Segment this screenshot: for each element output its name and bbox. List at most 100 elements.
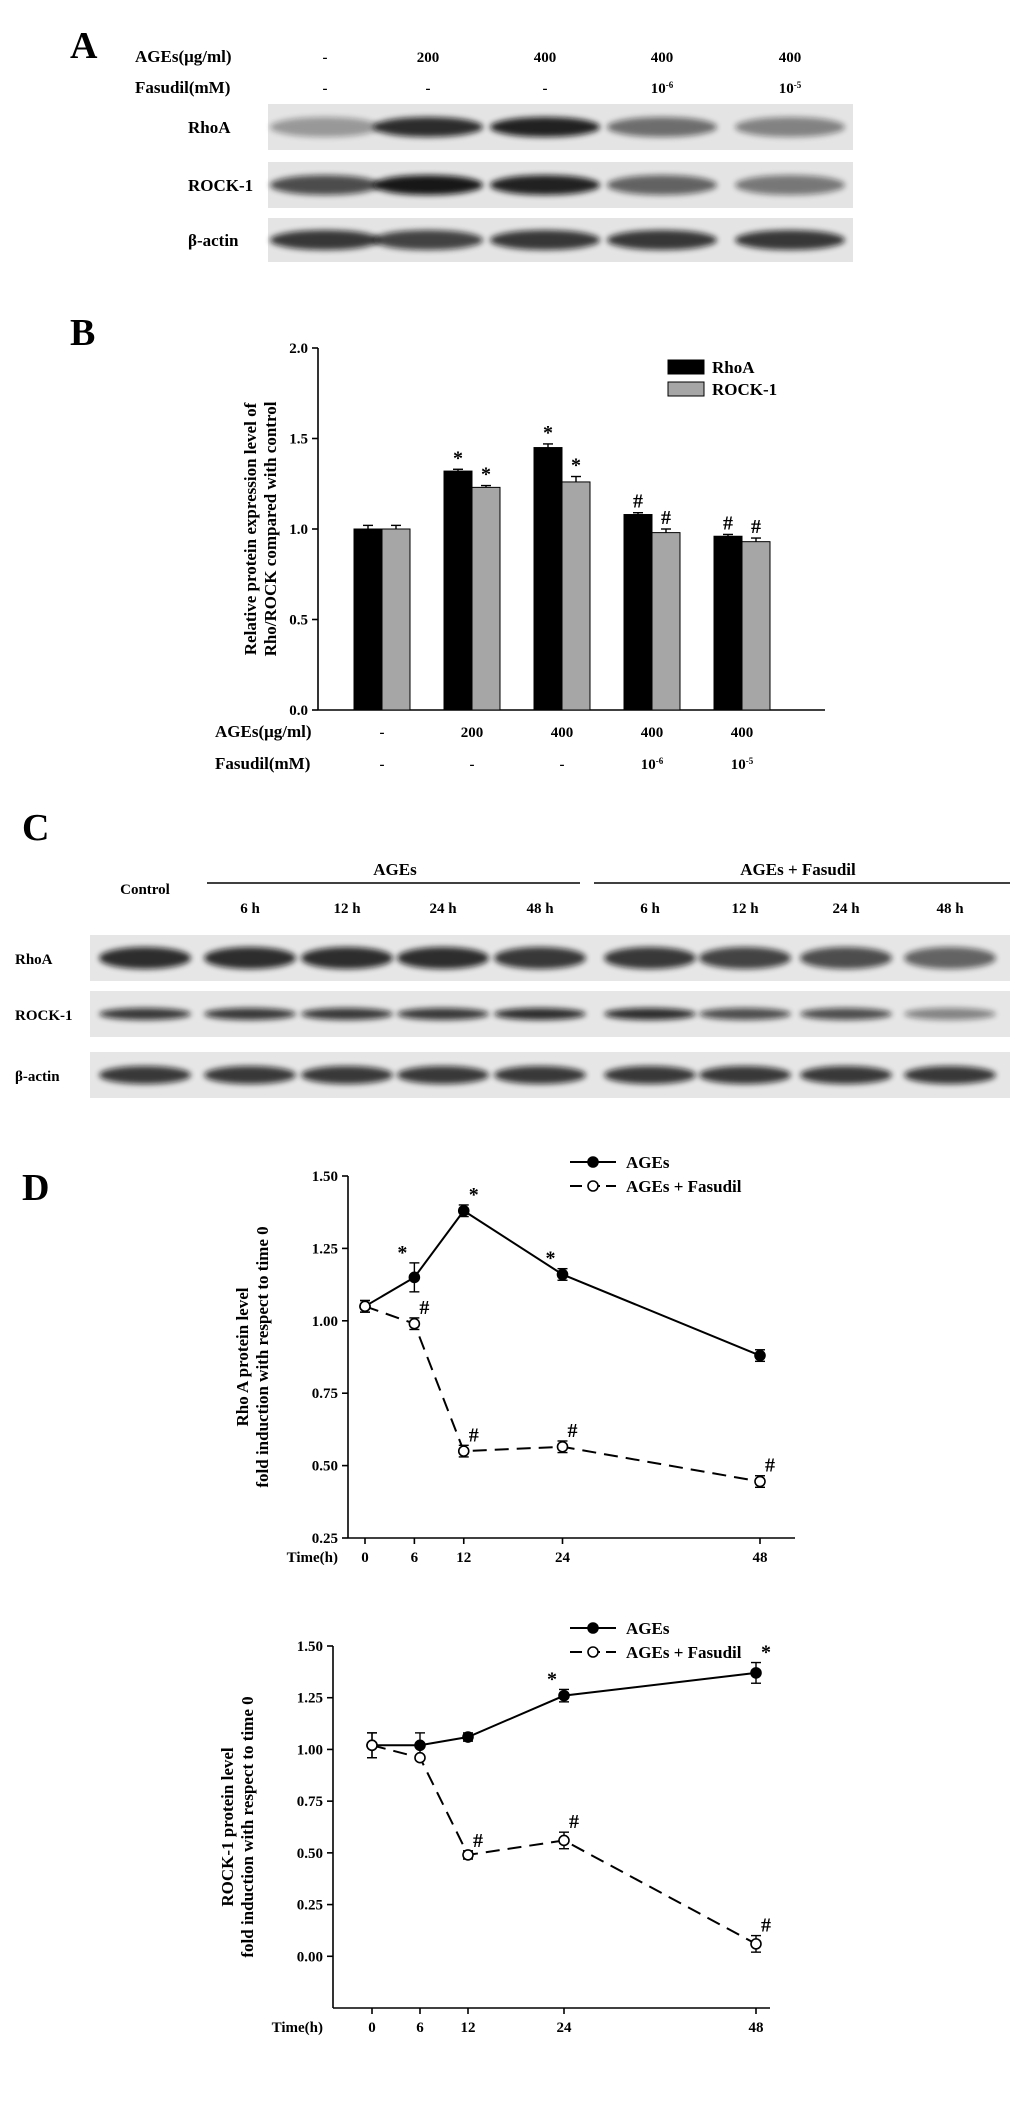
time-label: 12 h — [333, 901, 361, 917]
panel-label-b: B — [70, 312, 95, 354]
bar-rhoa — [713, 535, 743, 711]
legend-label: AGEs — [626, 1619, 670, 1638]
point-ages-fasudil — [414, 1751, 426, 1764]
row-label-ages: AGEs(μg/ml) — [135, 47, 232, 66]
blot-band — [397, 1008, 489, 1020]
blot-band — [800, 947, 892, 969]
x-category-label: 400 — [731, 725, 754, 741]
y-tick-label: 0.50 — [297, 1846, 323, 1862]
y-tick-label: 1.50 — [297, 1639, 323, 1655]
point-ages — [558, 1689, 570, 1702]
panel-label-a: A — [70, 25, 98, 67]
ages-dose-label: 200 — [417, 50, 440, 66]
x-category-label: - — [560, 757, 565, 773]
blot-band — [800, 1008, 892, 1020]
fasudil-dose-label: - — [543, 81, 548, 97]
significance-mark: # — [568, 1420, 578, 1442]
blot-band — [699, 1008, 791, 1020]
blot-band — [607, 117, 717, 137]
fasudil-dose-label: - — [323, 81, 328, 97]
legend-label: AGEs + Fasudil — [626, 1177, 742, 1196]
blot-band — [301, 1066, 393, 1084]
legend-swatch — [667, 381, 705, 397]
time-label: 12 h — [731, 901, 759, 917]
time-label: 24 h — [429, 901, 457, 917]
time-label: 24 h — [832, 901, 860, 917]
x-tick-label: 6 — [416, 2020, 424, 2036]
significance-mark: # — [569, 1811, 579, 1833]
blot-band — [301, 947, 393, 969]
blot-band — [494, 947, 586, 969]
series-line-ages — [372, 1671, 757, 1747]
significance-mark: # — [765, 1455, 775, 1477]
significance-mark: # — [633, 491, 643, 513]
fasudil-dose-label: 10-6 — [651, 80, 674, 97]
series-line-ages — [364, 1209, 761, 1357]
point-ages-fasudil — [359, 1300, 371, 1313]
line-chart-rock1: 0.00 0.25 0.50 0.75 1.00 1.25 1.50 0 6 12 24 48 Time… — [218, 1619, 771, 2036]
line-chart-rhoa: 0.25 0.50 0.75 1.00 1.25 1.50 0 6 12 24 48 Time(h) R… — [233, 1153, 795, 1566]
western-blot-c: Control AGEs AGEs + Fasudil 6 h 12 h 24 h 48 h… — [15, 860, 1010, 1098]
band-label: RhoA — [188, 118, 231, 137]
point-ages-fasudil — [558, 1834, 570, 1847]
point-ages — [457, 1204, 470, 1217]
significance-mark: # — [751, 516, 761, 538]
band-label: RhoA — [15, 952, 53, 968]
significance-mark: # — [469, 1424, 479, 1446]
band-label: β-actin — [15, 1069, 60, 1085]
x-category-label: - — [470, 757, 475, 773]
y-tick-label: 0.75 — [297, 1794, 323, 1810]
blot-band — [494, 1008, 586, 1020]
ages-dose-label: 400 — [651, 50, 674, 66]
significance-mark: # — [761, 1915, 771, 1937]
x-category-label: 10-6 — [641, 756, 664, 773]
legend-label: AGEs + Fasudil — [626, 1643, 742, 1662]
significance-mark: * — [481, 464, 491, 486]
series-line-ages-fasudil — [364, 1305, 761, 1483]
fasudil-dose-label: - — [426, 81, 431, 97]
x-axis-title: Time(h) — [272, 2020, 323, 2036]
band-label: β-actin — [188, 231, 239, 250]
blot-band — [904, 947, 996, 969]
point-ages — [750, 1667, 762, 1679]
blot-band — [490, 175, 600, 195]
point-ages — [408, 1271, 421, 1284]
significance-mark: * — [453, 447, 463, 469]
point-ages-fasudil — [408, 1317, 421, 1330]
y-tick-label: 2.0 — [289, 341, 308, 357]
y-tick-label: 0.5 — [289, 613, 308, 629]
x-tick-label: 48 — [753, 1550, 768, 1566]
blot-band — [490, 117, 600, 137]
blot-band — [904, 1008, 996, 1020]
x-tick-label: 24 — [557, 2020, 573, 2036]
significance-mark: * — [543, 422, 553, 444]
bar-rock1 — [561, 481, 591, 711]
control-label: Control — [120, 882, 170, 898]
blot-band — [99, 947, 191, 969]
blot-band — [270, 230, 380, 250]
blot-band — [735, 230, 845, 250]
blot-band — [604, 1008, 696, 1020]
blot-band — [699, 947, 791, 969]
blot-band — [270, 117, 380, 137]
x-category-label: 400 — [551, 725, 574, 741]
blot-band — [607, 175, 717, 195]
y-tick-label: 0.50 — [312, 1459, 338, 1475]
bar-rhoa — [623, 514, 653, 711]
significance-mark: * — [761, 1642, 771, 1664]
blot-band — [699, 1066, 791, 1084]
blot-band — [904, 1066, 996, 1084]
blot-band — [204, 1066, 296, 1084]
point-ages-fasudil — [366, 1739, 378, 1752]
bar-rock1 — [471, 486, 501, 711]
panel-label-c: C — [22, 807, 49, 849]
blot-band — [373, 175, 483, 195]
x-row-label: Fasudil(mM) — [215, 754, 310, 773]
significance-mark: * — [546, 1248, 556, 1270]
time-label: 6 h — [240, 901, 260, 917]
blot-band — [735, 117, 845, 137]
blot-band — [607, 230, 717, 250]
group-label-ages-fasudil: AGEs + Fasudil — [740, 860, 856, 879]
time-label: 48 h — [526, 901, 554, 917]
